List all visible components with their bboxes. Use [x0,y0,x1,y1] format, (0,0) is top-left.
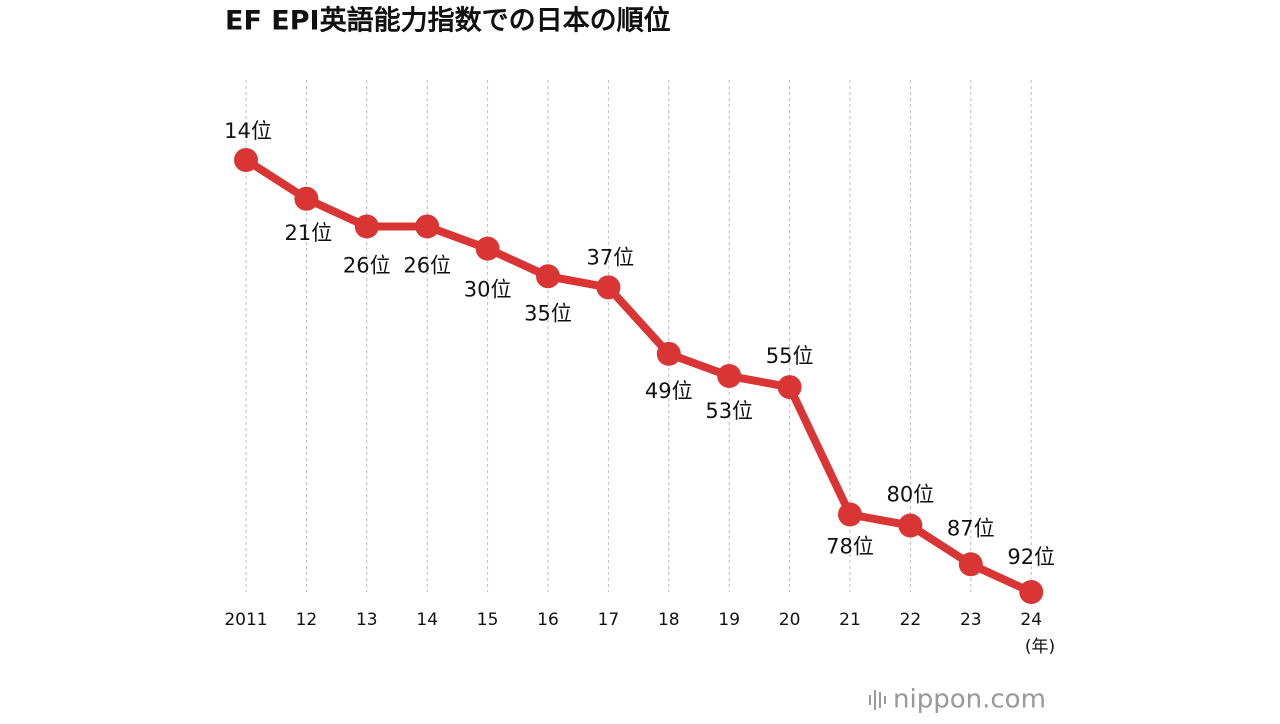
point [234,148,258,172]
chart-title: EF EPI英語能力指数での日本の順位 [225,5,671,37]
x-tick-label: 19 [718,610,740,630]
data-label: 53位 [705,399,753,423]
x-tick-label: 17 [598,610,620,630]
x-tick-label: 24 [1020,610,1042,630]
point [898,513,923,538]
data-label: 26位 [343,253,391,277]
point [656,341,681,366]
data-label: 35位 [524,301,572,325]
data-label: 49位 [645,379,693,403]
data-label: 21位 [285,221,333,245]
point [717,364,742,388]
data-label: 26位 [403,253,451,277]
point [1019,580,1044,604]
x-tick-label: 12 [296,610,318,630]
point [475,236,500,261]
data-label: 37位 [587,245,635,269]
logo: nippon.com [869,685,1046,715]
data-label: 14位 [224,119,272,143]
point [536,264,560,289]
point [294,186,319,211]
point [838,502,862,527]
point [777,375,802,400]
data-label: 80位 [887,483,935,507]
x-tick-label: 23 [960,610,982,630]
data-label: 30位 [464,278,512,302]
x-tick-label: 2011 [224,610,267,630]
data-label: 87位 [947,516,995,540]
x-tick-label: 21 [839,610,861,630]
point [958,552,983,577]
data-label: 55位 [766,344,814,368]
source-logo: nippon.com [893,685,1046,715]
x-tick-label: 14 [416,610,438,630]
data-label: 92位 [1007,545,1055,569]
point [415,214,440,239]
x-unit: (年) [1025,637,1055,657]
x-tick-label: 15 [477,610,499,630]
x-tick-label: 16 [537,610,559,630]
point [354,214,379,239]
point [596,275,621,300]
x-tick-label: 20 [779,610,801,630]
x-tick-label: 13 [356,610,378,630]
data-label: 78位 [826,534,874,558]
x-tick-label: 18 [658,610,680,630]
x-tick-label: 22 [900,610,922,630]
